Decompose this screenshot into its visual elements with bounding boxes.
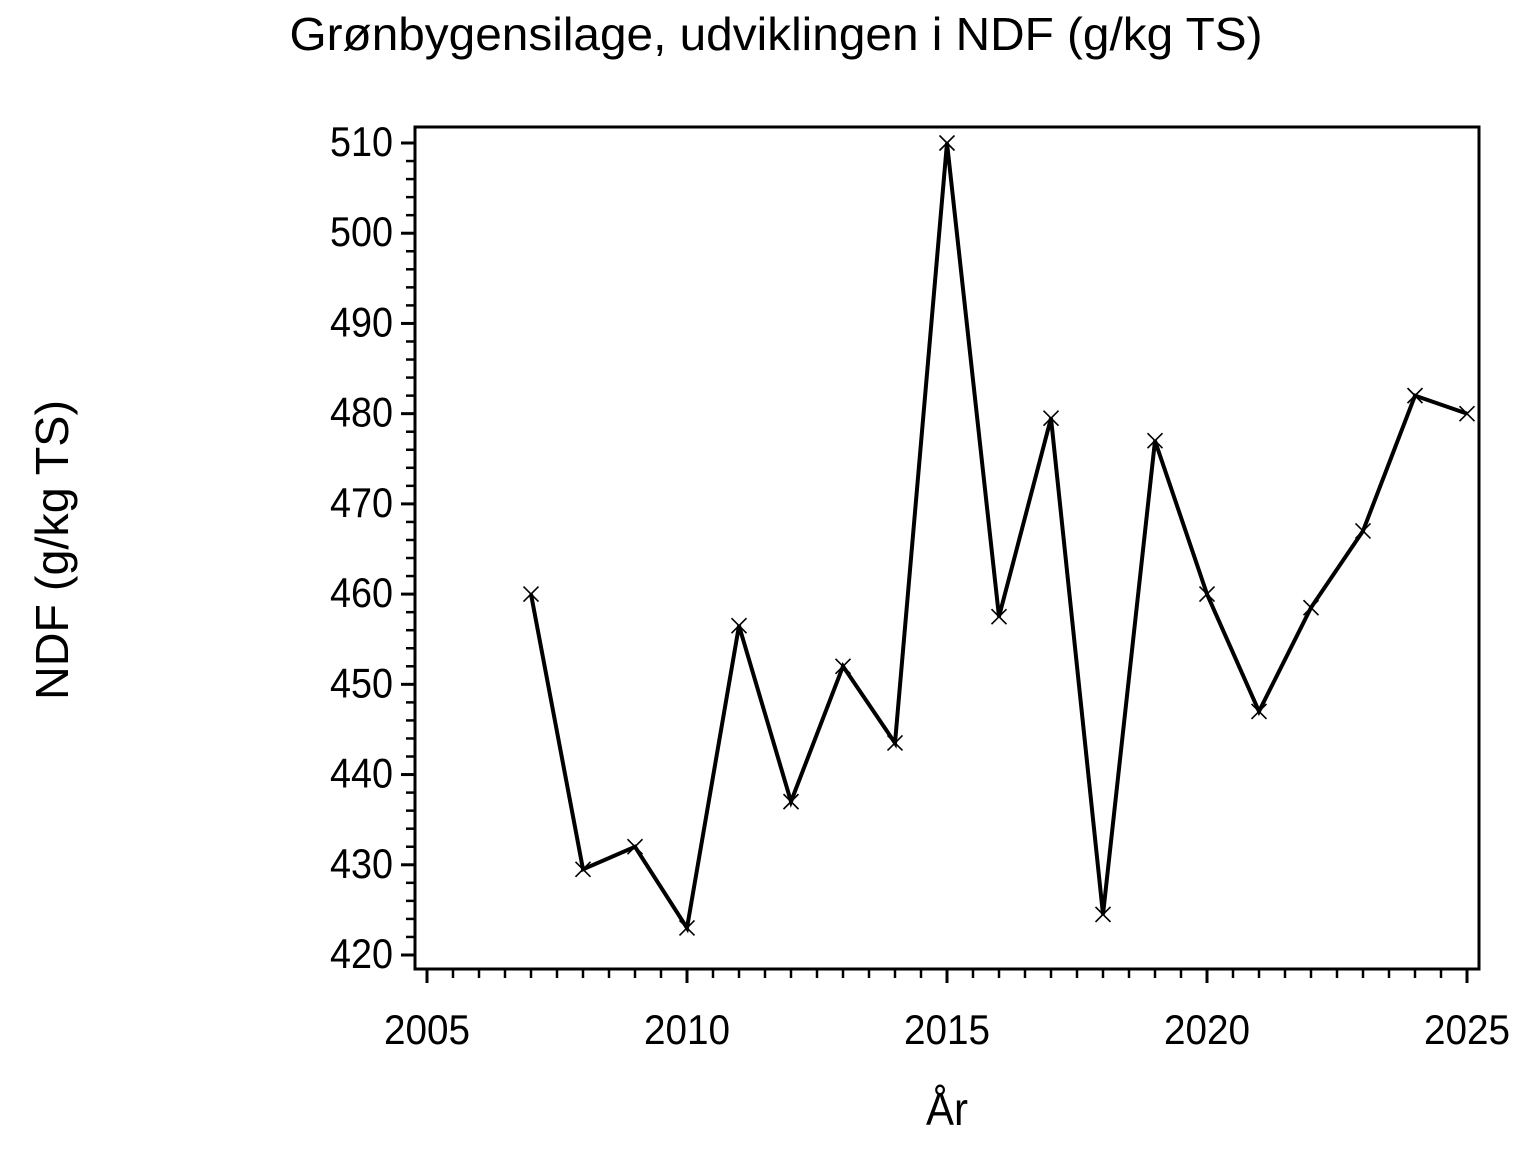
y-tick-label: 480 bbox=[330, 389, 393, 436]
data-point-marker bbox=[1094, 906, 1112, 923]
y-tick-label: 470 bbox=[330, 479, 393, 526]
plot-area: 420 430 440 450 460 470 480 490 500 510 2005 2010 20… bbox=[330, 118, 1510, 1053]
data-point-marker bbox=[1302, 599, 1320, 616]
data-point-marker bbox=[782, 793, 800, 810]
x-tick-label: 2015 bbox=[904, 1006, 990, 1053]
y-tick-label: 460 bbox=[330, 569, 393, 616]
data-point-marker bbox=[522, 586, 540, 603]
data-point-marker bbox=[1406, 387, 1424, 404]
data-point-marker bbox=[1146, 432, 1164, 449]
y-tick-label: 490 bbox=[330, 298, 393, 345]
x-tick-label: 2010 bbox=[644, 1006, 730, 1053]
x-tick-label: 2025 bbox=[1424, 1006, 1510, 1053]
data-point-marker bbox=[574, 861, 592, 878]
data-point-marker bbox=[886, 734, 904, 752]
y-tick-label: 420 bbox=[330, 930, 393, 977]
y-tick-label: 500 bbox=[330, 208, 393, 255]
x-tick-label: 2005 bbox=[384, 1006, 470, 1053]
data-point-marker bbox=[990, 608, 1008, 625]
data-point-marker bbox=[678, 919, 696, 936]
data-point-marker bbox=[626, 838, 644, 855]
data-point-marker bbox=[834, 658, 852, 675]
data-point-marker bbox=[1458, 405, 1476, 422]
data-point-marker bbox=[1042, 410, 1060, 427]
y-tick-label: 440 bbox=[330, 750, 393, 797]
y-tick-label: 450 bbox=[330, 659, 393, 706]
data-point-marker bbox=[730, 617, 748, 634]
x-tick-label: 2020 bbox=[1164, 1006, 1250, 1053]
y-tick-label: 430 bbox=[330, 840, 393, 887]
data-point-marker bbox=[1250, 703, 1268, 720]
plot-frame bbox=[413, 125, 1481, 971]
data-line bbox=[529, 142, 1468, 934]
chart-title: Grønbygensilage, udviklingen i NDF (g/kg… bbox=[290, 8, 1263, 60]
y-tick-label: 510 bbox=[330, 118, 393, 165]
y-axis-label: NDF (g/kg TS) bbox=[26, 400, 78, 700]
x-axis-label: År bbox=[926, 1083, 968, 1135]
data-point-marker bbox=[1198, 586, 1216, 603]
data-point-marker bbox=[1354, 522, 1372, 540]
data-point-marker bbox=[938, 134, 956, 152]
